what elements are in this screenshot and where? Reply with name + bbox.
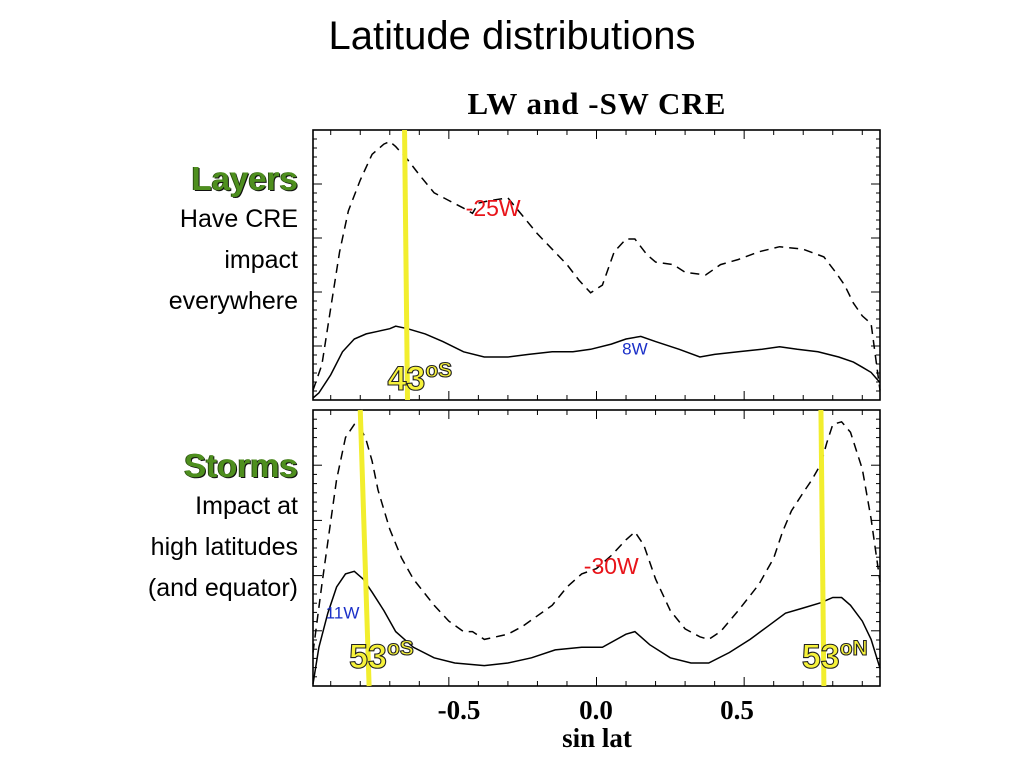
latitude-label: 53oS	[349, 637, 414, 676]
x-axis-label: sin lat	[562, 723, 632, 753]
latitude-suffix: oS	[387, 637, 414, 660]
latitude-suffix: oN	[840, 637, 868, 660]
dashed-series-line	[312, 140, 881, 391]
storms-line-3: (and equator)	[147, 574, 298, 602]
layers-line-2: impact	[224, 246, 298, 274]
latitude-highlight-line	[357, 409, 372, 687]
slide-title: Latitude distributions	[328, 14, 696, 58]
annotation-label: 8W	[622, 339, 648, 358]
storms-line-1: Impact at	[195, 492, 298, 520]
latitude-value: 43	[388, 360, 426, 398]
storms-heading: Storms	[184, 447, 298, 484]
layers-panel: 43oS -25W 8W	[312, 129, 881, 401]
latitude-value: 53	[349, 638, 387, 676]
annotation-label: 11W	[326, 603, 360, 622]
x-tick-label: -0.5	[438, 695, 481, 725]
annotation-label: -25W	[466, 195, 521, 221]
latitude-highlight-line	[402, 129, 410, 401]
x-tick-label: 0.0	[579, 695, 613, 725]
latitude-value: 53	[802, 638, 840, 676]
storms-line-2: high latitudes	[150, 533, 298, 561]
solid-series-line	[312, 570, 881, 685]
layers-line-1: Have CRE	[179, 205, 298, 233]
storms-description: Storms Impact at high latitudes (and equ…	[148, 445, 298, 609]
latitude-label: 43oS	[388, 359, 453, 398]
latitude-suffix: oS	[425, 359, 452, 382]
layers-line-3: everywhere	[168, 287, 298, 315]
solid-series-line	[312, 325, 881, 399]
x-axis: -0.5 0.0 0.5 sin lat	[438, 695, 754, 753]
layers-description: Layers Have CRE impact everywhere	[169, 158, 298, 322]
latitude-label: 53oN	[802, 637, 868, 676]
layers-heading: Layers	[191, 160, 298, 197]
chart-title: LW and -SW CRE	[467, 86, 727, 121]
x-tick-label: 0.5	[720, 695, 754, 725]
latitude-highlight-line	[818, 409, 827, 687]
dashed-series-line	[312, 420, 881, 653]
annotation-label: -30W	[584, 553, 639, 579]
